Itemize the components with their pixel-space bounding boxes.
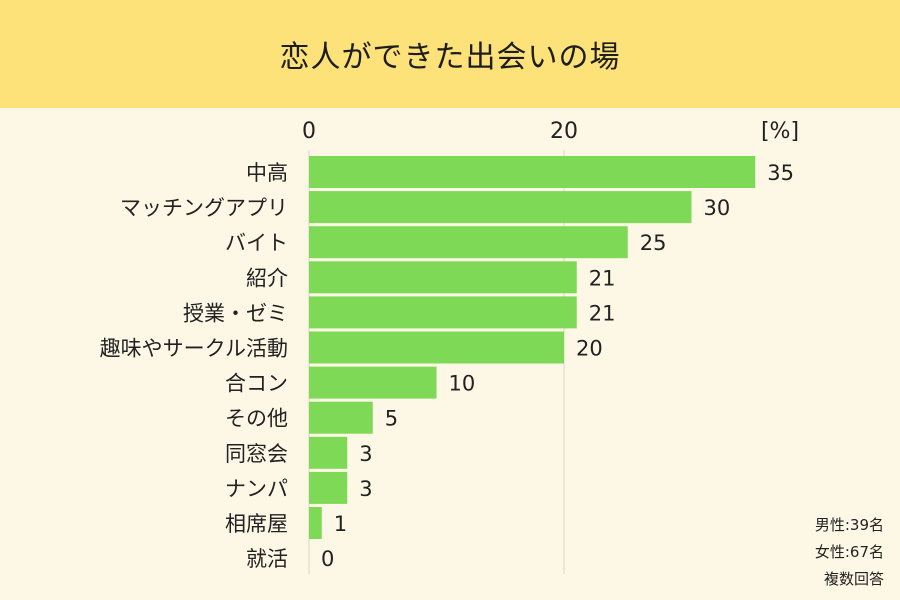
value-label: 5 bbox=[385, 407, 398, 431]
category-label: マッチングアプリ bbox=[120, 196, 288, 220]
category-label: 同窓会 bbox=[225, 442, 288, 466]
value-label: 25 bbox=[640, 231, 667, 255]
value-label: 3 bbox=[359, 477, 372, 501]
bars bbox=[309, 156, 756, 539]
bar-8 bbox=[309, 436, 348, 469]
category-labels: 中高マッチングアプリバイト紹介授業・ゼミ趣味やサークル活動合コンその他同窓会ナン… bbox=[100, 161, 288, 571]
category-label: 中高 bbox=[246, 161, 288, 185]
value-label: 21 bbox=[589, 301, 616, 325]
unit-label: [%] bbox=[761, 119, 799, 144]
bar-2 bbox=[309, 226, 628, 259]
value-label: 3 bbox=[359, 442, 372, 466]
bar-1 bbox=[309, 191, 692, 224]
value-label: 35 bbox=[767, 161, 794, 185]
title-band: 恋人ができた出会いの場 bbox=[0, 0, 900, 108]
category-label: ナンパ bbox=[225, 477, 288, 501]
category-label: 合コン bbox=[225, 372, 288, 396]
x-tick-label: 0 bbox=[302, 119, 316, 144]
note-multiple-answers: 複数回答 bbox=[823, 570, 884, 588]
value-label: 30 bbox=[704, 196, 731, 220]
category-label: 相席屋 bbox=[225, 512, 288, 536]
note-female-count: 女性:67名 bbox=[814, 543, 884, 561]
value-label: 10 bbox=[449, 372, 476, 396]
bar-3 bbox=[309, 261, 577, 294]
bar-0 bbox=[309, 156, 756, 188]
bar-10 bbox=[309, 507, 322, 539]
note-male-count: 男性:39名 bbox=[814, 516, 884, 534]
chart-title: 恋人ができた出会いの場 bbox=[279, 40, 621, 75]
category-label: その他 bbox=[225, 407, 288, 431]
x-axis-ticks: 0 20 bbox=[302, 119, 578, 144]
category-label: バイト bbox=[225, 231, 288, 255]
bar-4 bbox=[309, 296, 577, 329]
bar-7 bbox=[309, 401, 373, 434]
bar-6 bbox=[309, 366, 437, 399]
bar-5 bbox=[309, 331, 564, 364]
value-label: 20 bbox=[576, 337, 603, 361]
bar-9 bbox=[309, 471, 348, 504]
category-label: 趣味やサークル活動 bbox=[100, 337, 288, 361]
value-label: 1 bbox=[334, 512, 347, 536]
x-tick-label: 20 bbox=[550, 119, 578, 144]
value-label: 0 bbox=[321, 547, 334, 571]
category-label: 授業・ゼミ bbox=[183, 301, 288, 325]
value-label: 21 bbox=[589, 266, 616, 290]
category-label: 就活 bbox=[246, 547, 288, 571]
category-label: 紹介 bbox=[246, 266, 288, 290]
